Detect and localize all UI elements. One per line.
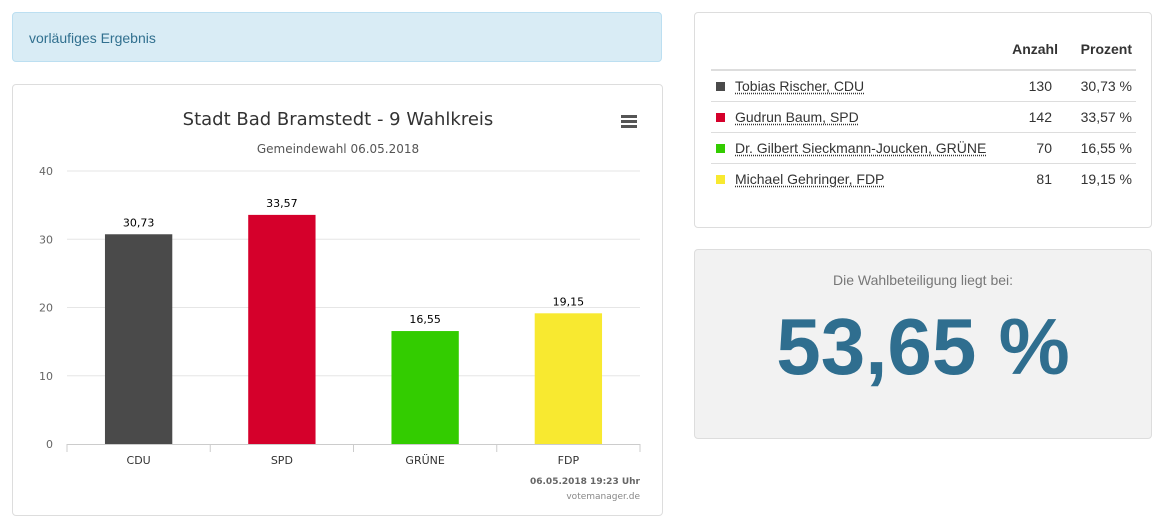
- table-row: Dr. Gilbert Sieckmann-Joucken, GRÜNE 70 …: [711, 132, 1136, 164]
- candidate-header: [735, 29, 992, 71]
- chart-menu-icon[interactable]: [621, 115, 637, 128]
- y-tick-label: 30: [39, 233, 53, 246]
- table-row: Michael Gehringer, FDP 81 19,15 %: [711, 164, 1136, 195]
- chart-subtitle: Gemeindewahl 06.05.2018: [257, 142, 419, 156]
- party-color-swatch: [716, 82, 725, 91]
- chart-plot-area: 0 10 20 30 40 30,73 CDU 33,57 SPD 16,55 GRÜNE 19,15…: [39, 165, 641, 467]
- vote-percent: 19,15 %: [1080, 171, 1132, 187]
- bar-data-label: 30,73: [123, 216, 155, 229]
- candidate-name-link[interactable]: Michael Gehringer, FDP: [735, 171, 885, 187]
- candidate-name-link[interactable]: Dr. Gilbert Sieckmann-Joucken, GRÜNE: [735, 140, 987, 156]
- chart-panel: Stadt Bad Bramstedt - 9 Wahlkreis Gemein…: [12, 84, 663, 516]
- vote-count: 142: [992, 101, 1062, 133]
- candidate-name-link[interactable]: Gudrun Baum, SPD: [735, 109, 859, 125]
- bar-data-label: 16,55: [409, 313, 441, 326]
- results-panel: Anzahl Prozent Tobias Rischer, CDU 130 3…: [694, 12, 1152, 228]
- turnout-panel: Die Wahlbeteiligung liegt bei: 53,65 %: [694, 249, 1152, 439]
- chart-bar: [248, 214, 316, 444]
- vote-count: 81: [1036, 171, 1052, 187]
- turnout-label: Die Wahlbeteiligung liegt bei:: [832, 272, 1014, 288]
- results-header-row: Anzahl Prozent: [711, 29, 1136, 71]
- bar-chart: Stadt Bad Bramstedt - 9 Wahlkreis Gemein…: [39, 109, 641, 502]
- x-tick-label: GRÜNE: [405, 454, 444, 467]
- y-tick-label: 0: [46, 438, 53, 451]
- notice-text: vorläufiges Ergebnis: [29, 30, 156, 46]
- party-color-swatch: [716, 113, 725, 122]
- chart-footer-timestamp: 06.05.2018 19:23 Uhr: [530, 477, 641, 487]
- bar-data-label: 19,15: [553, 295, 585, 308]
- party-color-swatch: [716, 175, 725, 184]
- table-row: Gudrun Baum, SPD 142 33,57 %: [711, 101, 1136, 133]
- chart-footer-credit[interactable]: votemanager.de: [566, 492, 640, 502]
- chart-bar: [104, 234, 173, 444]
- bar-data-label: 33,57: [266, 197, 298, 210]
- candidate-name-link[interactable]: Tobias Rischer, CDU: [735, 78, 865, 94]
- table-row: Tobias Rischer, CDU 130 30,73 %: [711, 70, 1136, 102]
- y-tick-label: 10: [39, 370, 53, 383]
- x-tick-label: CDU: [127, 454, 151, 467]
- vote-percent: 30,73 %: [1062, 70, 1136, 102]
- turnout-value: 53,65 %: [776, 302, 1070, 391]
- chart-title: Stadt Bad Bramstedt - 9 Wahlkreis: [183, 109, 494, 130]
- vote-percent: 33,57 %: [1062, 101, 1136, 133]
- chart-bar: [534, 313, 603, 444]
- count-header: Anzahl: [992, 29, 1062, 71]
- swatch-header: [711, 29, 735, 71]
- chart-bar: [391, 331, 459, 444]
- y-tick-label: 20: [39, 302, 53, 315]
- x-tick-label: SPD: [271, 454, 293, 467]
- vote-count: 70: [992, 132, 1062, 164]
- x-tick-label: FDP: [558, 454, 580, 467]
- vote-count: 130: [992, 70, 1062, 102]
- party-color-swatch: [716, 144, 725, 153]
- results-table: Anzahl Prozent Tobias Rischer, CDU 130 3…: [711, 29, 1136, 194]
- vote-percent: 16,55 %: [1062, 132, 1136, 164]
- preliminary-result-notice: vorläufiges Ergebnis: [12, 12, 662, 62]
- percent-header: Prozent: [1062, 29, 1136, 71]
- y-tick-label: 40: [39, 165, 53, 178]
